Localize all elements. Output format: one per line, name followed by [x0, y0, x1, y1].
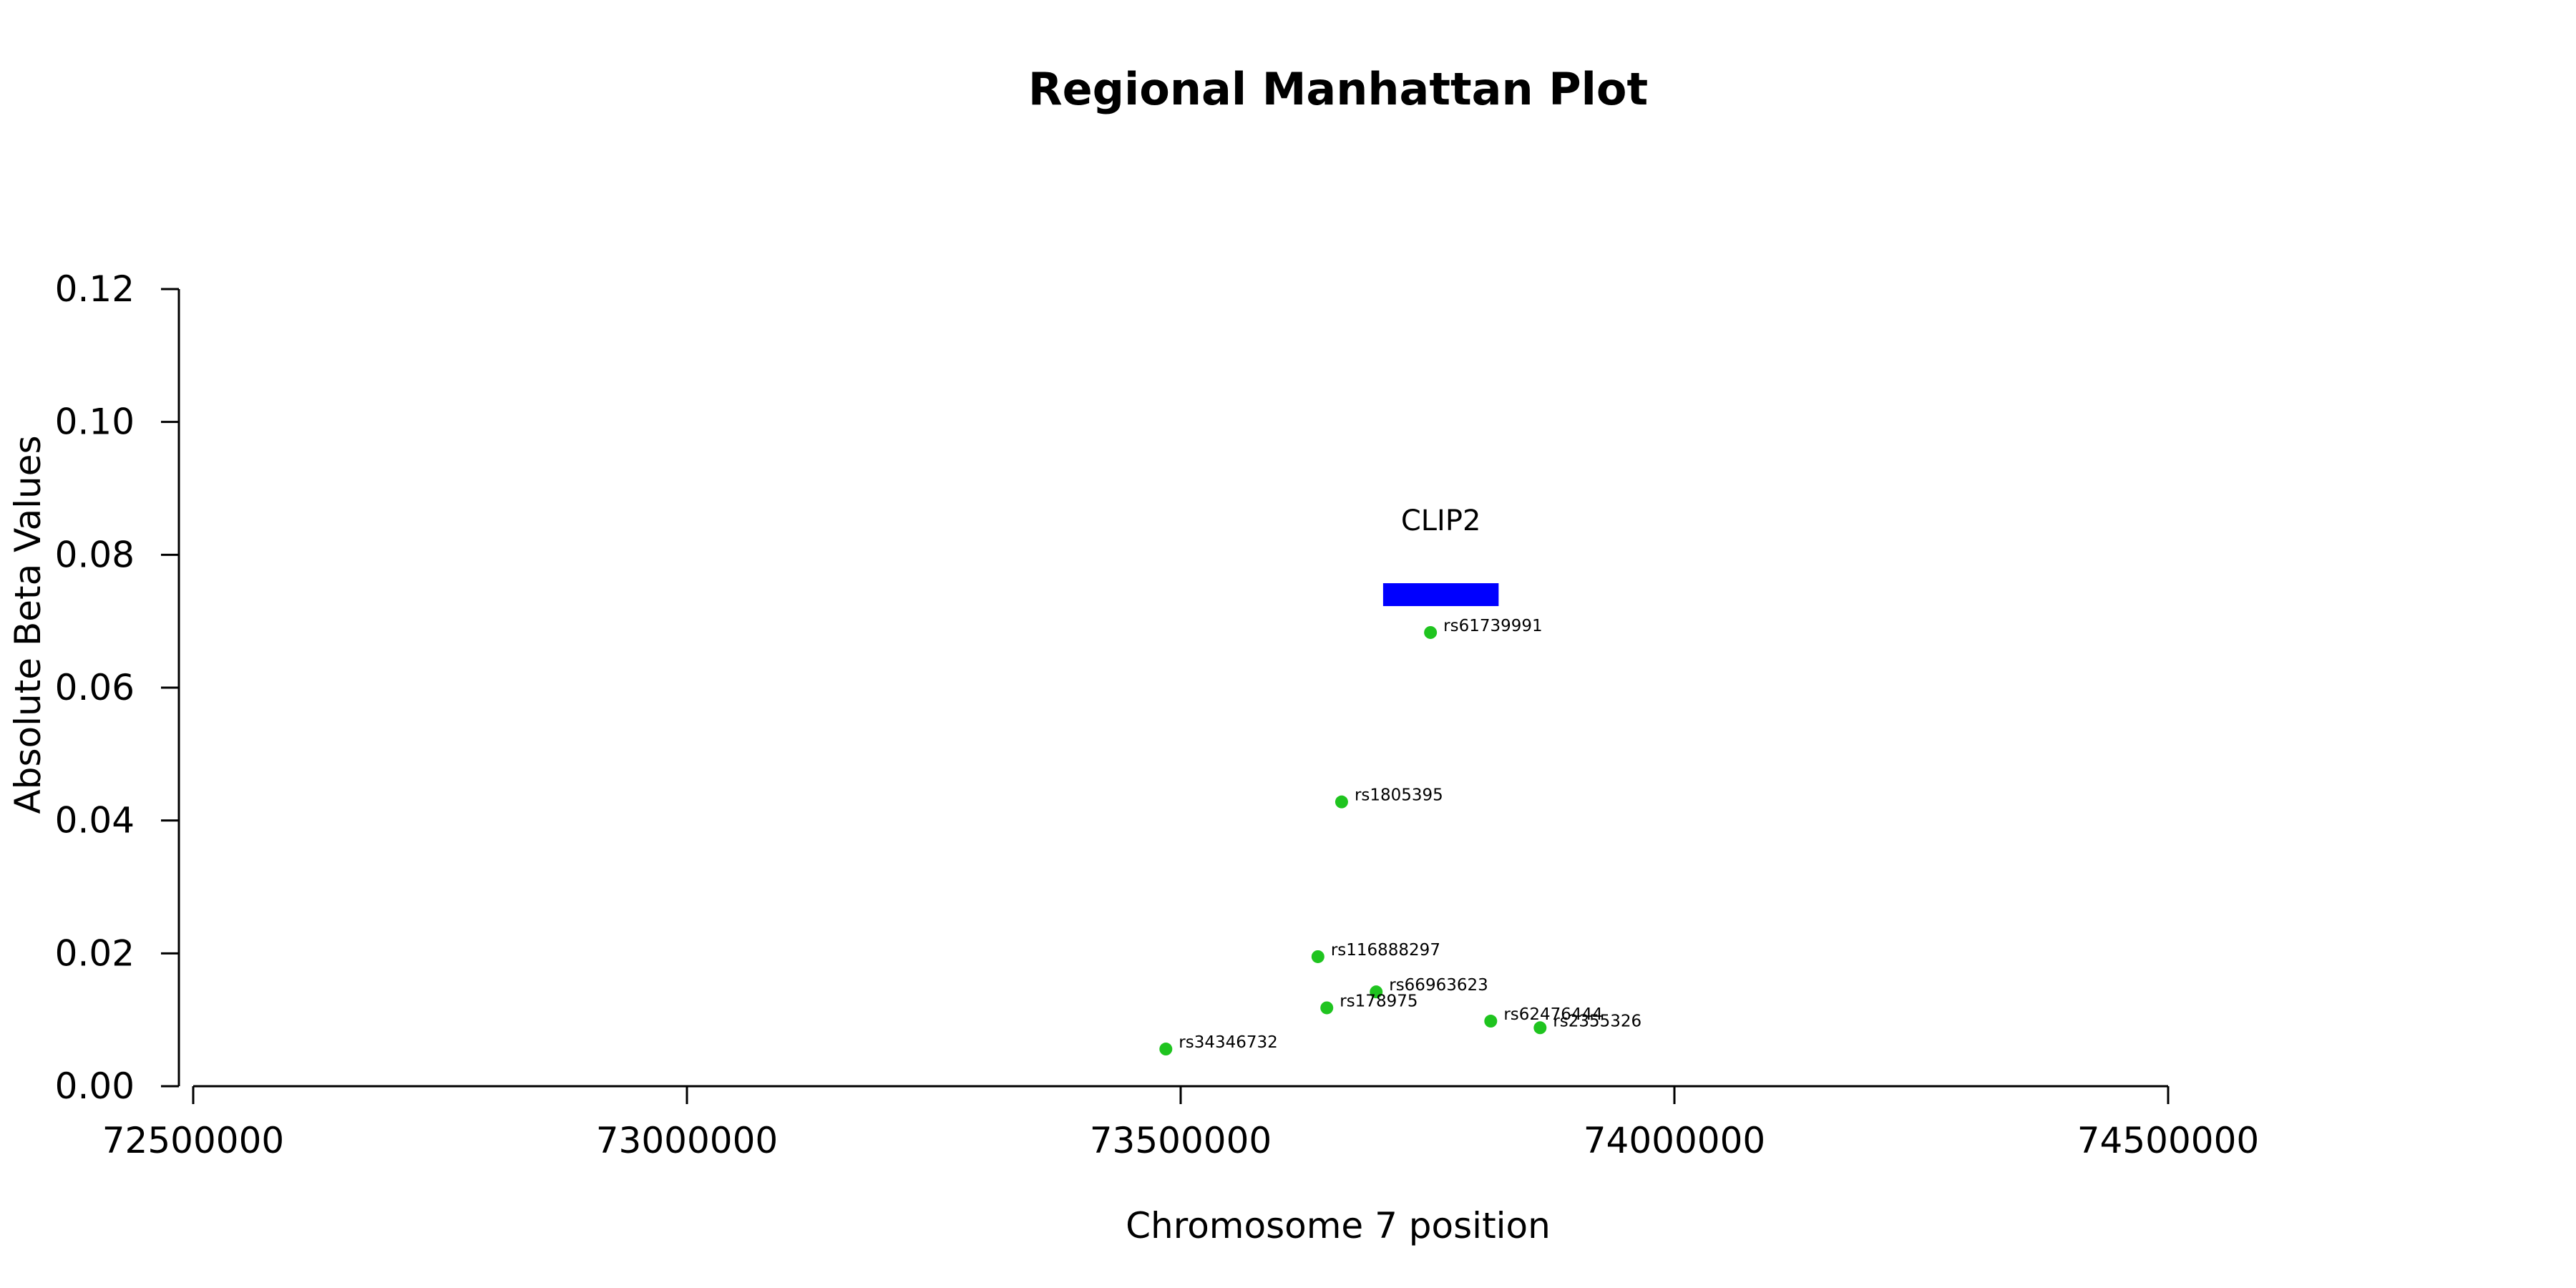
snp-point — [1533, 1021, 1547, 1035]
x-tick-label: 72500000 — [102, 1120, 285, 1161]
x-tick-label: 74500000 — [2077, 1120, 2260, 1161]
snp-point — [1320, 1001, 1334, 1015]
gene-track: CLIP2 — [1382, 504, 1499, 607]
snp-point — [1484, 1015, 1498, 1028]
y-tick-label: 0.12 — [55, 268, 135, 310]
x-tick-label: 74000000 — [1584, 1120, 1766, 1161]
snp-label: rs61739991 — [1443, 617, 1543, 635]
snp-point — [1424, 625, 1438, 639]
y-tick-label: 0.08 — [55, 534, 135, 575]
x-tick-label: 73500000 — [1090, 1120, 1272, 1161]
y-axis-label: Absolute Beta Values — [7, 436, 49, 814]
gene-label: CLIP2 — [1401, 504, 1481, 537]
x-tick-label: 73000000 — [596, 1120, 779, 1161]
snp-point — [1311, 950, 1324, 963]
y-tick-label: 0.04 — [55, 800, 135, 841]
snp-label: rs2355326 — [1553, 1012, 1641, 1030]
chart-title: Regional Manhattan Plot — [1028, 63, 1648, 115]
data-points: rs61739991 rs1805395 rs116888297 rs66963623… — [1159, 617, 1641, 1056]
snp-label: rs62476444 — [1503, 1005, 1603, 1024]
snp-label: rs178975 — [1340, 992, 1418, 1010]
snp-label: rs34346732 — [1179, 1033, 1278, 1052]
snp-label: rs1805395 — [1355, 786, 1443, 805]
snp-label: rs66963623 — [1389, 976, 1488, 995]
y-tick-label: 0.02 — [55, 932, 135, 974]
axes: 0.00 0.02 0.04 0.06 0.08 0.10 0.12 72500000 7300… — [55, 268, 2260, 1161]
y-tick-label: 0.06 — [55, 667, 135, 708]
snp-point — [1335, 795, 1348, 809]
snp-point — [1159, 1043, 1173, 1056]
gene-bar — [1382, 583, 1499, 607]
snp-point — [1370, 985, 1383, 999]
y-tick-label: 0.00 — [55, 1065, 135, 1107]
y-tick-label: 0.10 — [55, 401, 135, 443]
x-axis-label: Chromosome 7 position — [1126, 1205, 1551, 1246]
snp-label: rs116888297 — [1331, 941, 1440, 960]
